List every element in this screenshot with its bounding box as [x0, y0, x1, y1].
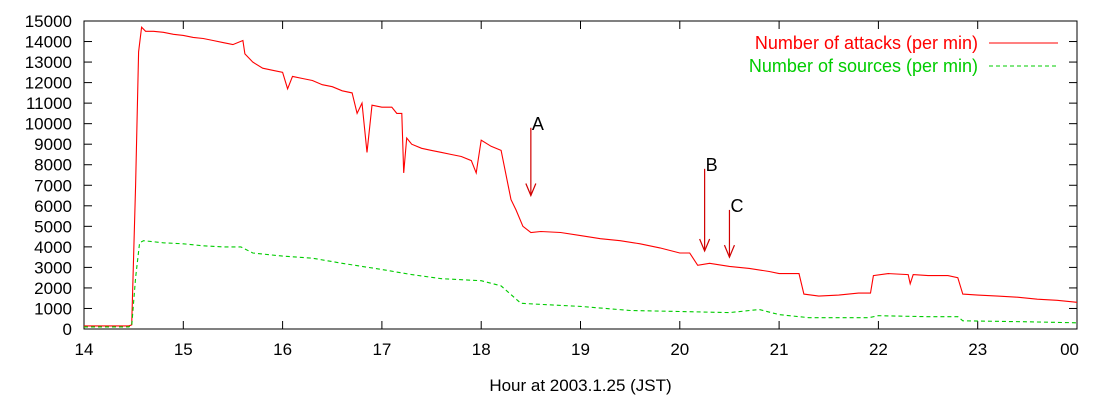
y-tick-label: 1000 — [34, 299, 72, 318]
annotation-arrowhead — [525, 183, 537, 198]
x-tick-label: 15 — [174, 340, 193, 359]
x-axis: 14 15 16 17 18 19 20 21 22 23 00 — [75, 21, 1079, 359]
x-tick-label: 14 — [75, 340, 94, 359]
y-tick-label: 14000 — [25, 33, 72, 52]
series-line-1 — [84, 240, 1078, 328]
x-tick-label: 22 — [869, 340, 888, 359]
legend-label: Number of attacks (per min) — [755, 33, 978, 53]
y-tick-label: 11000 — [26, 94, 72, 113]
series-line-0 — [84, 25, 1078, 327]
annotation-label: C — [730, 196, 743, 216]
annotation-label: A — [532, 114, 544, 134]
y-tick-label: 5000 — [34, 217, 72, 236]
x-tick-label: 23 — [968, 340, 987, 359]
annotation-arrowhead — [699, 238, 711, 253]
y-tick-label: 7000 — [34, 176, 72, 195]
x-tick-label: 19 — [571, 340, 590, 359]
x-tick-label: 18 — [472, 340, 491, 359]
x-tick-label: 21 — [770, 340, 789, 359]
y-tick-label: 4000 — [34, 238, 72, 257]
y-tick-label: 15000 — [25, 12, 72, 31]
annotation-layer: A B C — [525, 114, 743, 259]
y-tick-label: 12000 — [25, 74, 72, 93]
y-tick-label: 10000 — [25, 115, 72, 134]
x-tick-label: 00 — [1060, 340, 1079, 359]
y-tick-label: 13000 — [25, 53, 72, 72]
x-tick-label: 17 — [372, 340, 391, 359]
x-tick-label: 16 — [273, 340, 292, 359]
x-tick-label: 20 — [670, 340, 689, 359]
legend-label: Number of sources (per min) — [749, 56, 978, 76]
series-layer — [84, 25, 1078, 328]
y-tick-label: 3000 — [34, 258, 72, 277]
y-tick-label: 2000 — [34, 279, 72, 298]
x-axis-title: Hour at 2003.1.25 (JST) — [489, 376, 671, 395]
legend: Number of attacks (per min) Number of sou… — [749, 33, 1058, 76]
y-tick-label: 8000 — [34, 156, 72, 175]
annotation-label: B — [706, 155, 718, 175]
annotation-arrowhead — [723, 244, 736, 259]
y-tick-label: 9000 — [34, 135, 72, 154]
y-tick-label: 6000 — [34, 197, 72, 216]
y-tick-label: 0 — [63, 320, 72, 339]
